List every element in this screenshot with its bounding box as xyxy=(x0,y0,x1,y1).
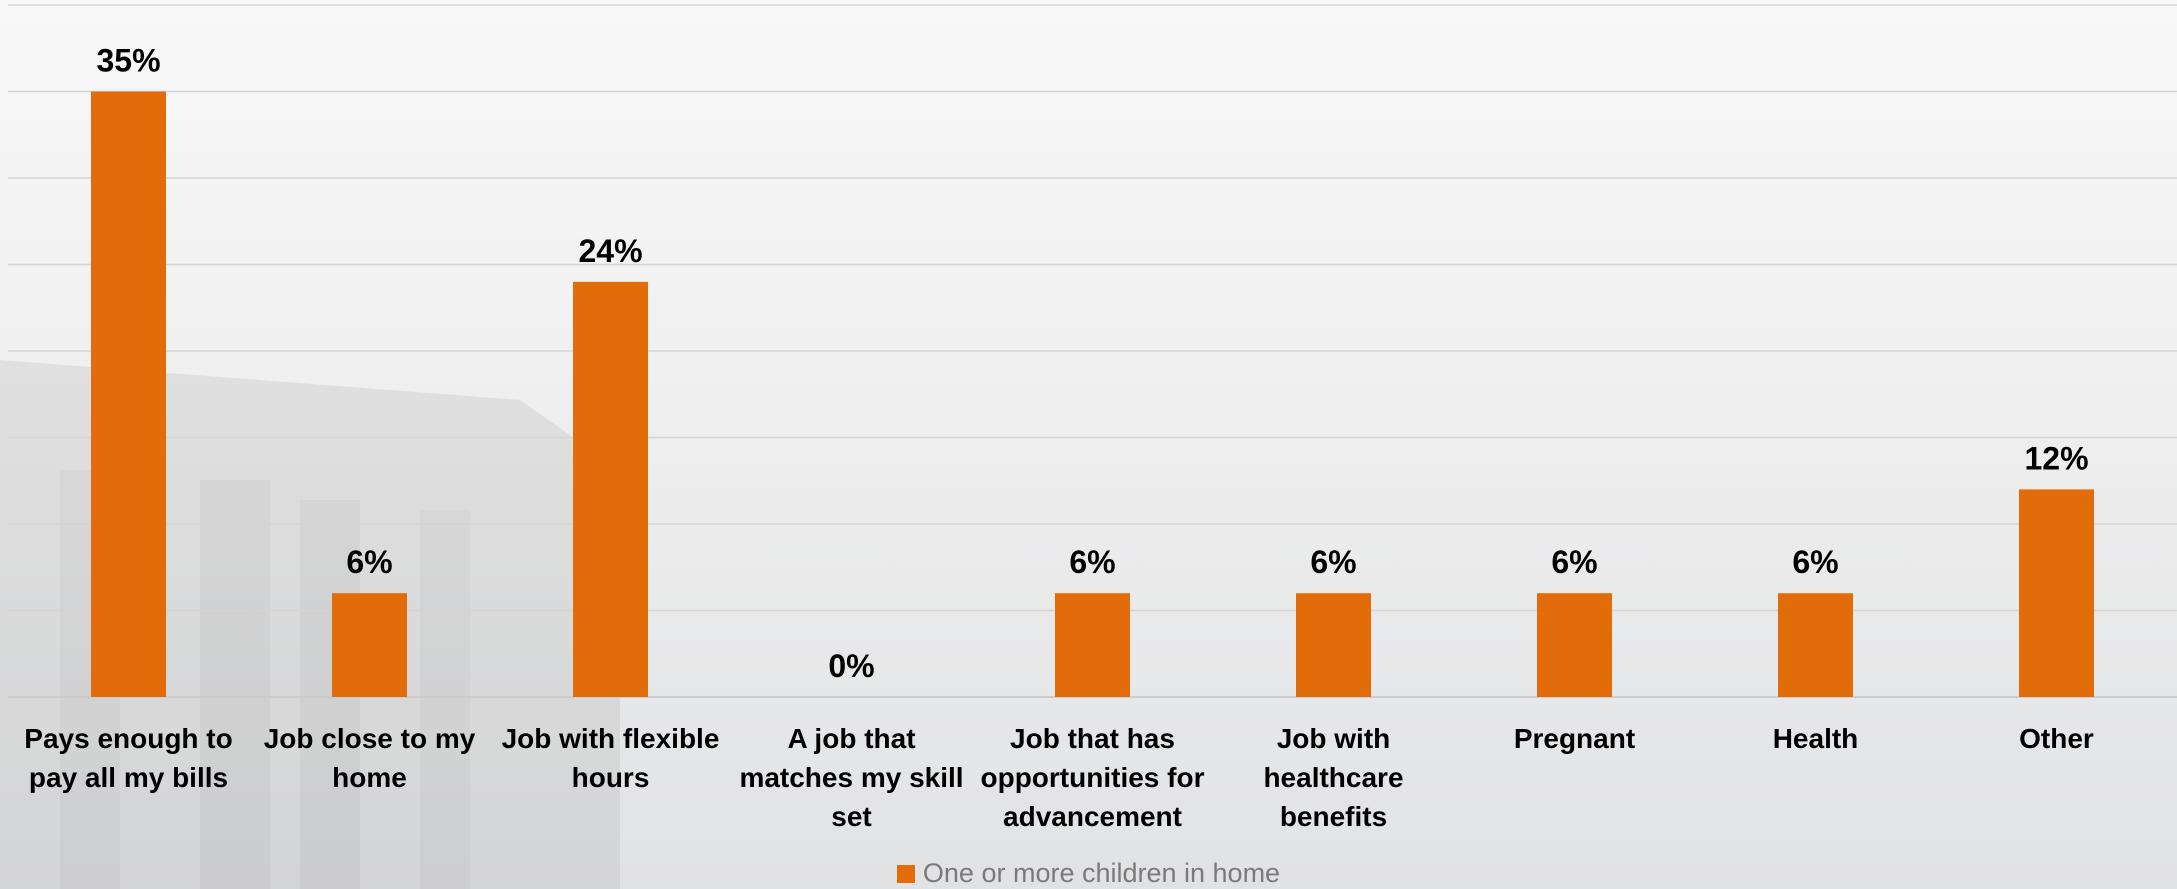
category-label: Pays enough to pay all my bills xyxy=(24,723,232,793)
data-label: 6% xyxy=(1792,544,1838,580)
data-label: 12% xyxy=(2024,440,2088,476)
legend-label: One or more children in home xyxy=(922,858,1281,888)
data-label: 6% xyxy=(346,544,392,580)
category-label: Other xyxy=(2019,723,2094,754)
category-label: Job close to my home xyxy=(264,723,476,793)
category-label: Job with flexible hours xyxy=(502,723,720,793)
bar xyxy=(573,281,648,697)
category-labels: Pays enough to pay all my bills Job close … xyxy=(24,723,2094,832)
category-label: Job with healthcare benefits xyxy=(1263,723,1403,832)
legend: One or more children in home xyxy=(0,858,2177,889)
legend-swatch xyxy=(896,864,915,883)
category-label: Pregnant xyxy=(1514,723,1635,754)
data-label: 6% xyxy=(1069,544,1115,580)
bar xyxy=(1537,593,1612,697)
bar xyxy=(332,593,407,697)
bar xyxy=(91,91,166,697)
bar xyxy=(1296,593,1371,697)
data-label: 0% xyxy=(828,648,874,684)
bars xyxy=(91,91,2094,697)
data-label: 24% xyxy=(578,233,642,269)
category-label: Job that has opportunities for advancement xyxy=(981,723,1205,832)
category-label: Health xyxy=(1773,723,1859,754)
data-label: 35% xyxy=(96,43,160,79)
bar xyxy=(2019,489,2094,697)
category-label: A job that matches my skill set xyxy=(739,723,963,832)
bar xyxy=(1778,593,1853,697)
bar xyxy=(1055,593,1130,697)
data-label: 6% xyxy=(1551,544,1597,580)
data-label: 6% xyxy=(1310,544,1356,580)
value-labels: 35% 6% 24% 0% 6% 6% 6% 6% 12% xyxy=(96,43,2088,685)
